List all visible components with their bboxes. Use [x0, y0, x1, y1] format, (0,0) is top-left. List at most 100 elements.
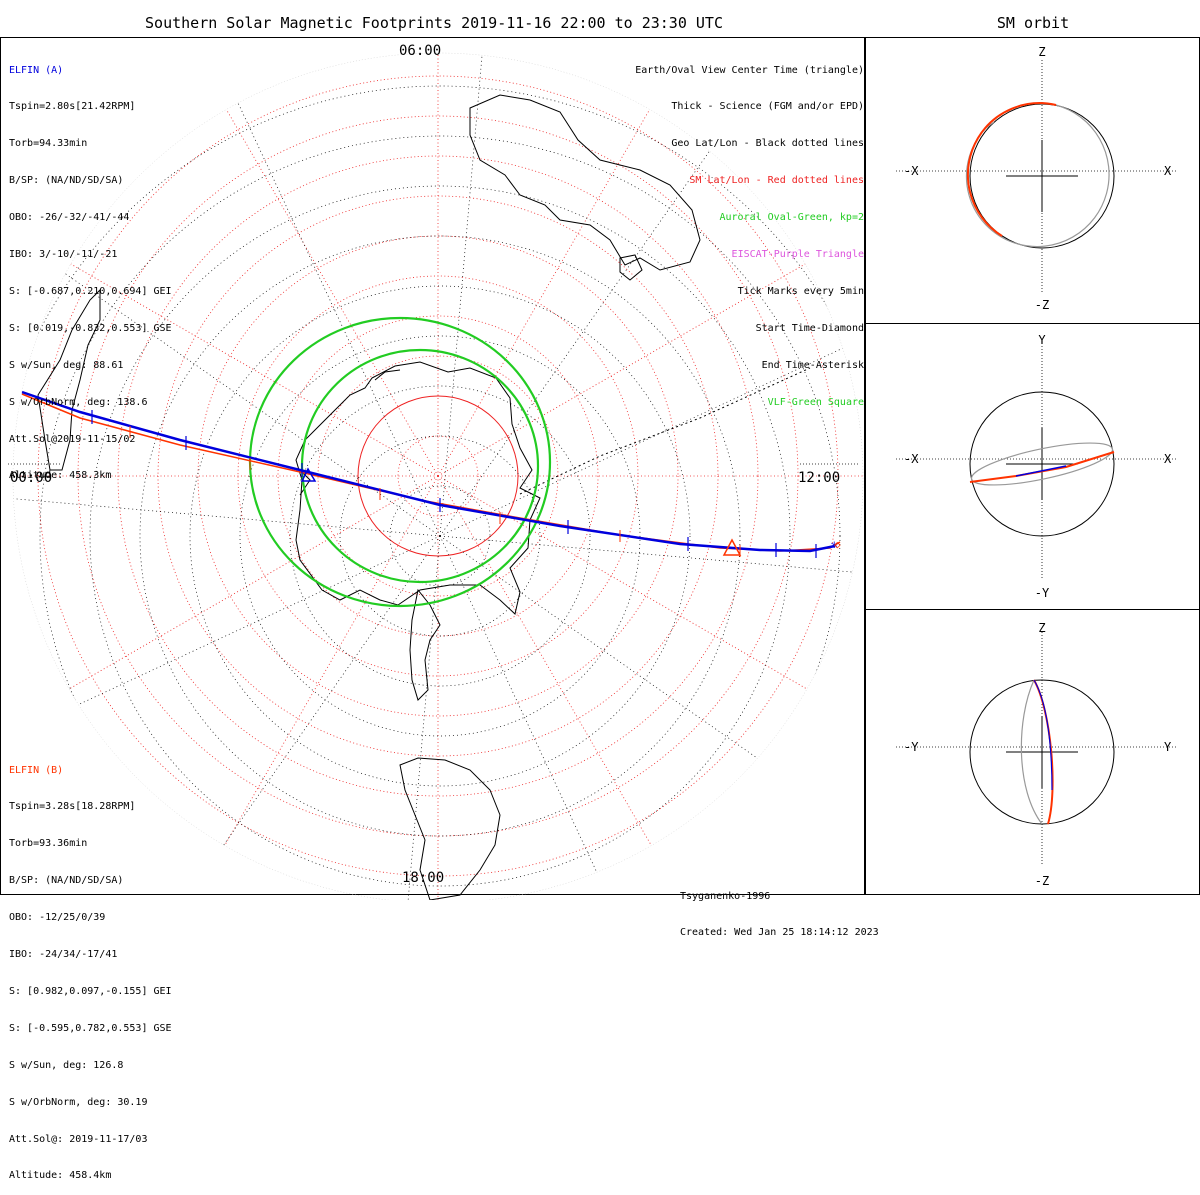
elfin-a-line: S: [-0.687,0.210,0.694] GEI — [9, 285, 172, 297]
elfin-a-line: IBO: 3/-10/-11/-21 — [9, 249, 118, 261]
orbit-b — [1020, 679, 1043, 825]
sm-panel-xy: Y -Y -X X — [896, 333, 1176, 600]
elfin-a-line: Att.Sol@2019-11-15/02 — [9, 433, 136, 445]
auroral-oval-outer — [248, 316, 552, 608]
elfin-b-name: ELFIN (B) — [9, 764, 64, 776]
sm-panel-3-top: Z — [1038, 621, 1045, 635]
sm-panel-1-right: X — [1164, 164, 1172, 178]
elfin-a-ticks — [91, 410, 817, 558]
orbit-a-blue — [1033, 679, 1053, 791]
mlt-label-left: 00:00 — [10, 470, 53, 486]
elfin-a-info: ELFIN (A) Tspin=2.80s[21.42RPM] Torb=94.… — [9, 40, 172, 495]
elfin-b-line: S: [-0.595,0.782,0.553] GSE — [9, 1022, 172, 1034]
elfin-a-name: ELFIN (A) — [9, 64, 64, 76]
geo-latitude-circle — [389, 485, 491, 587]
sm-longitude-line — [437, 475, 659, 858]
sm-longitude-line — [217, 475, 439, 858]
elfin-b-line: S w/Sun, deg: 126.8 — [9, 1059, 124, 1071]
geo-longitude-line — [13, 535, 441, 757]
map-boundary-circle — [12, 52, 864, 900]
geo-longitude-line — [439, 109, 739, 537]
legend-item: Auroral Oval-Green, kp=2 — [719, 212, 865, 224]
sm-grid — [13, 53, 863, 900]
legend-item: VLF-Green Square — [767, 396, 864, 408]
elfin-b-line: Att.Sol@: 2019-11-17/03 — [9, 1133, 148, 1145]
australia-outline — [469, 94, 701, 271]
sm-latitude-circle — [77, 115, 799, 837]
geo-grid — [13, 53, 863, 900]
sm-orbit-title: SM orbit — [996, 14, 1070, 32]
sm-panel-3-right: Y — [1164, 740, 1172, 754]
elfin-a-center-triangle — [300, 467, 317, 482]
elfin-b-line: Torb=93.36min — [9, 838, 88, 850]
orbit-b — [965, 104, 1110, 248]
geo-latitude-circle — [13, 85, 863, 900]
geo-longitude-line — [439, 535, 661, 900]
sm-latitude-circle — [397, 435, 479, 517]
elfin-a-line: S w/OrbNorm, deg: 138.6 — [9, 396, 148, 408]
geo-longitude-line — [13, 490, 441, 537]
legend-item: Earth/Oval View Center Time (triangle) — [635, 64, 864, 76]
legend-item: Thick - Science (FGM and/or EPD) — [671, 101, 864, 113]
mlt-label-right: 12:00 — [798, 470, 841, 486]
created-timestamp: Created: Wed Jan 25 18:14:12 2023 — [680, 927, 879, 939]
elfin-b-line: B/SP: (NA/ND/SD/SA) — [9, 875, 124, 887]
peninsula-outline — [409, 588, 441, 701]
auroral-oval-inner — [300, 348, 540, 584]
south-america-outline — [399, 757, 501, 900]
elfin-b-start-diamond: ◇ — [834, 538, 841, 551]
sm-panel-yz: Z -Z -Y Y — [896, 621, 1176, 888]
elfin-a-end-asterisk: * — [830, 540, 838, 556]
credits: Tsyganenko-1996 Created: Wed Jan 25 18:1… — [680, 866, 879, 952]
orbit-a-blue — [1015, 465, 1067, 477]
sm-panel-3-bottom: -Z — [1035, 874, 1049, 888]
elfin-b-line: OBO: -12/25/0/39 — [9, 912, 106, 924]
sm-longitude-line — [56, 475, 439, 697]
elfin-a-line: S w/Sun, deg: 88.61 — [9, 359, 124, 371]
elfin-a-line: Torb=94.33min — [9, 138, 88, 150]
map-frame — [0, 37, 865, 895]
sm-panel-1-bottom: -Z — [1035, 298, 1049, 312]
orbit-a — [966, 102, 1057, 237]
main-title: Southern Solar Magnetic Footprints 2019-… — [145, 14, 723, 32]
elfin-a-line: OBO: -26/-32/-41/-44 — [9, 212, 130, 224]
sm-panel-2-top: Y — [1038, 333, 1046, 347]
geo-longitude-line — [439, 53, 486, 537]
sm-longitude-line — [437, 94, 659, 477]
elfin-a-line: S: [0.019,-0.832,0.553] GSE — [9, 322, 172, 334]
mlt-label-top: 06:00 — [399, 43, 442, 59]
legend-item: Tick Marks every 5min — [737, 285, 864, 297]
geo-longitude-line — [13, 237, 441, 537]
elfin-b-line: S w/OrbNorm, deg: 30.19 — [9, 1096, 148, 1108]
sm-panel-2-left: -X — [904, 452, 919, 466]
geo-latitude-circle — [139, 235, 741, 837]
orbit-b — [970, 442, 1114, 486]
elfin-a-line: Altitude: 458.3km — [9, 470, 112, 482]
geo-latitude-circle — [289, 385, 591, 687]
geo-longitude-line — [439, 315, 863, 537]
sm-panel-3-left: -Y — [904, 740, 919, 754]
elfin-a-line: Tspin=2.80s[21.42RPM] — [9, 101, 136, 113]
geo-longitude-line — [394, 535, 441, 900]
model-name: Tsyganenko-1996 — [680, 890, 771, 902]
sm-panel-xz: Z -Z -X X — [896, 45, 1176, 312]
earth-circle — [969, 391, 1115, 537]
geo-longitude-line — [439, 535, 863, 582]
sm-latitude-circle — [117, 155, 759, 797]
africa-tip-outline — [359, 53, 601, 76]
geo-longitude-line — [219, 64, 441, 537]
sm-orbit-panels: Z -Z -X X Y -Y -X X Z -Z -Y Y — [896, 45, 1176, 888]
sm-longitude-line — [217, 94, 439, 477]
geo-latitude-circle — [89, 185, 791, 887]
geo-longitude-line — [439, 535, 863, 835]
geo-latitude-circle — [189, 285, 691, 787]
sm-panel-2-bottom: -Y — [1035, 586, 1050, 600]
legend-item: Start Time-Diamond — [755, 322, 864, 334]
geo-latitude-circle — [339, 435, 541, 637]
geo-longitude-line — [141, 535, 441, 900]
sm-panel-1-left: -X — [904, 164, 919, 178]
legend-item: End Time-Asterisk — [761, 359, 864, 371]
legend-item: Geo Lat/Lon - Black dotted lines — [671, 138, 864, 150]
legend: Earth/Oval View Center Time (triangle) T… — [635, 40, 864, 421]
sm-latitude-circle — [277, 315, 599, 637]
